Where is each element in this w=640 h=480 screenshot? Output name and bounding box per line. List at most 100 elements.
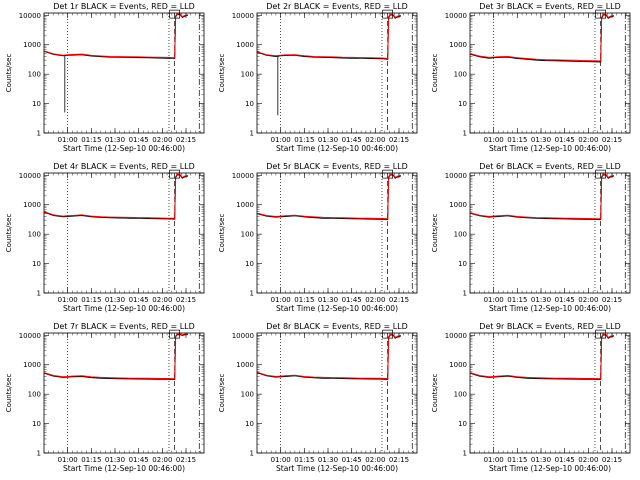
series-lld bbox=[43, 173, 189, 219]
y-tick-label: 1 bbox=[463, 130, 467, 138]
y-tick-label: 1 bbox=[463, 450, 467, 458]
panel-det-3: Det 3r BLACK = Events, RED = LLD 1 10 100 10… bbox=[431, 2, 631, 153]
x-tick-label: 01:00 bbox=[484, 456, 504, 464]
x-tick-label: 02:00 bbox=[152, 456, 172, 464]
y-tick-label: 10 bbox=[245, 100, 254, 108]
y-axis-label: Counts/sec bbox=[431, 54, 439, 93]
x-tick-label: 01:45 bbox=[129, 136, 149, 144]
x-tick-label: 01:45 bbox=[129, 456, 149, 464]
y-tick-label: 1000 bbox=[449, 201, 467, 209]
series-events bbox=[469, 334, 615, 381]
y-tick-label: 10000 bbox=[445, 332, 467, 340]
x-axis-label: Start Time (12-Sep-10 00:46:00) bbox=[489, 144, 611, 153]
x-tick-label: 01:30 bbox=[105, 456, 125, 464]
x-tick-label: 01:45 bbox=[555, 136, 575, 144]
y-tick-label: 1000 bbox=[236, 201, 254, 209]
y-tick-label: 10 bbox=[458, 100, 467, 108]
rise-marker bbox=[382, 329, 394, 339]
x-tick-label: 01:00 bbox=[58, 296, 78, 304]
panel-det-7: Det 7r BLACK = Events, RED = LLD 1 10 100 10… bbox=[5, 322, 205, 473]
y-tick-label: 1 bbox=[463, 290, 467, 298]
rise-marker bbox=[169, 9, 181, 19]
series-events bbox=[43, 333, 189, 381]
y-tick-label: 10000 bbox=[445, 12, 467, 20]
plot-frame bbox=[43, 332, 205, 454]
panel-det-1: Det 1r BLACK = Events, RED = LLD 1 10 100 10… bbox=[5, 2, 205, 153]
x-tick-label: 01:15 bbox=[294, 456, 314, 464]
y-axis-label: Counts/sec bbox=[5, 374, 13, 413]
series-lld bbox=[469, 173, 615, 220]
panel-title: Det 7r BLACK = Events, RED = LLD bbox=[53, 322, 195, 331]
plot-frame bbox=[256, 12, 418, 134]
x-tick-label: 01:00 bbox=[271, 136, 291, 144]
x-tick-label: 02:15 bbox=[602, 456, 622, 464]
x-tick-label: 01:30 bbox=[531, 296, 551, 304]
y-tick-label: 10000 bbox=[232, 12, 254, 20]
y-axis-label: Counts/sec bbox=[5, 54, 13, 93]
x-tick-label: 02:15 bbox=[176, 296, 196, 304]
series-lld bbox=[43, 333, 189, 380]
x-tick-label: 01:00 bbox=[484, 296, 504, 304]
x-tick-label: 02:15 bbox=[176, 456, 196, 464]
y-axis-label: Counts/sec bbox=[431, 214, 439, 253]
y-tick-label: 10000 bbox=[445, 172, 467, 180]
panel-det-5: Det 5r BLACK = Events, RED = LLD 1 10 100 10… bbox=[218, 162, 418, 313]
y-tick-label: 1000 bbox=[23, 201, 41, 209]
plot-frame bbox=[469, 172, 631, 294]
x-tick-label: 01:15 bbox=[507, 296, 527, 304]
y-tick-label: 1000 bbox=[23, 361, 41, 369]
y-tick-label: 100 bbox=[28, 71, 41, 79]
plot-frame bbox=[43, 172, 205, 294]
panel-det-6: Det 6r BLACK = Events, RED = LLD 1 10 100 10… bbox=[431, 162, 631, 313]
y-tick-label: 100 bbox=[454, 71, 467, 79]
x-tick-label: 02:00 bbox=[365, 456, 385, 464]
x-tick-label: 01:30 bbox=[105, 136, 125, 144]
x-tick-label: 01:15 bbox=[507, 456, 527, 464]
x-tick-label: 01:00 bbox=[484, 136, 504, 144]
rise-marker bbox=[169, 169, 181, 179]
plot-frame bbox=[43, 12, 205, 134]
y-tick-label: 1 bbox=[37, 130, 41, 138]
y-tick-label: 10 bbox=[32, 260, 41, 268]
y-tick-label: 10000 bbox=[19, 332, 41, 340]
x-tick-label: 02:00 bbox=[365, 136, 385, 144]
x-tick-label: 01:15 bbox=[294, 136, 314, 144]
y-axis-label: Counts/sec bbox=[218, 374, 226, 413]
x-tick-label: 01:00 bbox=[58, 136, 78, 144]
series-events bbox=[469, 14, 615, 63]
x-tick-label: 02:00 bbox=[578, 296, 598, 304]
x-axis-label: Start Time (12-Sep-10 00:46:00) bbox=[489, 464, 611, 473]
panel-title: Det 9r BLACK = Events, RED = LLD bbox=[479, 322, 621, 331]
x-tick-label: 01:15 bbox=[294, 296, 314, 304]
x-tick-label: 01:15 bbox=[81, 456, 101, 464]
x-tick-label: 02:15 bbox=[389, 136, 409, 144]
x-tick-label: 02:00 bbox=[152, 136, 172, 144]
x-tick-label: 01:45 bbox=[555, 456, 575, 464]
y-tick-label: 10000 bbox=[19, 172, 41, 180]
x-tick-label: 01:00 bbox=[58, 456, 78, 464]
x-tick-label: 01:30 bbox=[531, 456, 551, 464]
y-tick-label: 10 bbox=[32, 420, 41, 428]
panel-det-9: Det 9r BLACK = Events, RED = LLD 1 10 100 10… bbox=[431, 322, 631, 473]
series-events bbox=[256, 14, 402, 60]
x-tick-label: 02:15 bbox=[602, 296, 622, 304]
series-events bbox=[43, 174, 189, 220]
panel-title: Det 5r BLACK = Events, RED = LLD bbox=[266, 162, 408, 171]
x-tick-label: 01:45 bbox=[342, 296, 362, 304]
panel-title: Det 1r BLACK = Events, RED = LLD bbox=[53, 2, 195, 11]
x-tick-label: 02:00 bbox=[365, 296, 385, 304]
x-tick-label: 02:15 bbox=[602, 136, 622, 144]
plot-frame bbox=[256, 332, 418, 454]
panel-det-2: Det 2r BLACK = Events, RED = LLD 1 10 100 10… bbox=[218, 2, 418, 153]
y-tick-label: 10000 bbox=[232, 332, 254, 340]
panel-title: Det 8r BLACK = Events, RED = LLD bbox=[266, 322, 408, 331]
x-tick-label: 01:15 bbox=[81, 296, 101, 304]
x-tick-label: 02:15 bbox=[389, 456, 409, 464]
y-axis-label: Counts/sec bbox=[431, 374, 439, 413]
x-axis-label: Start Time (12-Sep-10 00:46:00) bbox=[276, 304, 398, 313]
y-tick-label: 1000 bbox=[449, 361, 467, 369]
y-tick-label: 1 bbox=[37, 450, 41, 458]
x-axis-label: Start Time (12-Sep-10 00:46:00) bbox=[63, 144, 185, 153]
y-axis-label: Counts/sec bbox=[5, 214, 13, 253]
